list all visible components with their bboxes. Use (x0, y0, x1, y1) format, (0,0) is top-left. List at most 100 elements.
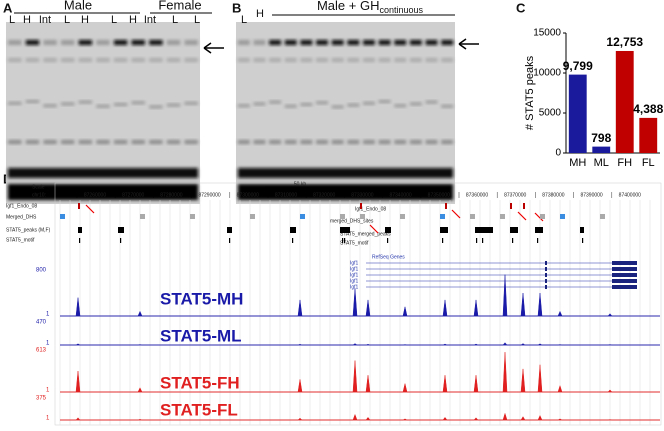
track-min: 1 (46, 341, 50, 347)
gel-band (166, 40, 181, 45)
track-name: Merged_DHS (6, 214, 37, 220)
gel-band (25, 58, 40, 62)
gel-band (237, 40, 250, 45)
motif (120, 238, 122, 243)
gel-band (394, 140, 407, 144)
gel-band (131, 58, 145, 62)
gel-b: L H Male + GHcontinuous (236, 0, 479, 204)
condition-label: Male + GHcontinuous (317, 0, 424, 15)
motif (229, 238, 231, 243)
track-title: STAT5-ML (160, 326, 242, 345)
gel-band (441, 58, 454, 62)
gel-free-probe (238, 184, 453, 200)
motif (344, 238, 346, 243)
value-label: 4,388 (633, 102, 663, 116)
gel-band (378, 40, 391, 45)
gel-band (316, 40, 328, 45)
value-label: 798 (591, 131, 611, 145)
motif (482, 238, 484, 243)
dhs-site (600, 214, 605, 219)
gel-band (43, 58, 57, 62)
gel-band (25, 40, 40, 45)
peak-region (340, 227, 350, 233)
arrow-head (203, 42, 212, 54)
gel-band (378, 140, 391, 144)
track-min: 1 (46, 312, 50, 318)
gene-exon (545, 261, 547, 265)
gel-band (96, 104, 110, 108)
gel-band (184, 40, 198, 45)
lane-label: H (81, 14, 89, 26)
dhs-site (360, 214, 365, 219)
gene-exon (612, 261, 637, 265)
y-tick-label: 0 (555, 148, 561, 159)
coordinate: 87340000 (389, 192, 411, 198)
gel-band (363, 40, 375, 45)
dhs-site (540, 214, 545, 219)
gel-band (8, 58, 22, 62)
track-max: 375 (36, 396, 47, 402)
coordinate: 87390000 (580, 192, 602, 198)
coordinate: 87330000 (351, 192, 373, 198)
gel-band (113, 103, 128, 106)
track-max: 470 (36, 320, 47, 326)
y-tick-label: 15000 (533, 28, 561, 39)
gel-band (61, 102, 75, 106)
gel-band (347, 58, 360, 62)
bar (568, 74, 587, 153)
coordinate: 87350000 (428, 192, 450, 198)
gel-band (149, 40, 163, 45)
condition: Male + GH (317, 0, 380, 13)
gel-band (269, 140, 282, 144)
gel-band (78, 100, 93, 104)
gel-band (113, 58, 128, 62)
gel-band (284, 40, 297, 45)
gel-band (166, 140, 181, 144)
dhs-site (400, 214, 405, 219)
lane-label: L (9, 14, 15, 26)
gel-band (237, 104, 250, 108)
peak-region (385, 227, 391, 233)
track-max: 613 (36, 348, 47, 354)
gel-band (96, 58, 110, 62)
gel-band (363, 58, 375, 62)
gel-band (331, 105, 344, 109)
label: Scale (32, 184, 45, 190)
red-arrow (517, 211, 527, 221)
gel-band (300, 40, 313, 45)
gel-band (184, 58, 198, 62)
feature (360, 203, 362, 209)
gene-exon (545, 285, 547, 289)
gel-band (269, 58, 282, 62)
gel-band (43, 40, 57, 45)
gel-band (363, 101, 375, 105)
gel-band (441, 140, 454, 144)
gel-band (8, 101, 22, 105)
panel-label: C (516, 0, 526, 15)
gel-band (25, 140, 40, 144)
bar (615, 50, 634, 154)
gel-band (378, 58, 391, 62)
peak-region (227, 227, 232, 233)
motif (582, 238, 584, 243)
coordinate: 87360000 (466, 192, 488, 198)
lane-label: Int (39, 14, 51, 26)
x-tick-label: FH (617, 157, 632, 169)
gel-band (149, 140, 163, 144)
dhs-site (250, 214, 255, 219)
x-tick-label: FL (642, 157, 655, 169)
gel-band (409, 40, 422, 45)
gel-band (394, 40, 407, 45)
dhs-site (470, 214, 475, 219)
lane-label: L (111, 14, 117, 26)
gene-exon (612, 273, 637, 277)
group-label: Male (64, 0, 92, 12)
x-tick-label: MH (569, 157, 586, 169)
gel-band (300, 103, 313, 106)
gel-free-probe (238, 168, 453, 178)
gel-band (131, 140, 145, 144)
feature-label: merged_DHS_sites (330, 218, 374, 224)
gel-band (441, 40, 454, 45)
gel-band (300, 58, 313, 62)
